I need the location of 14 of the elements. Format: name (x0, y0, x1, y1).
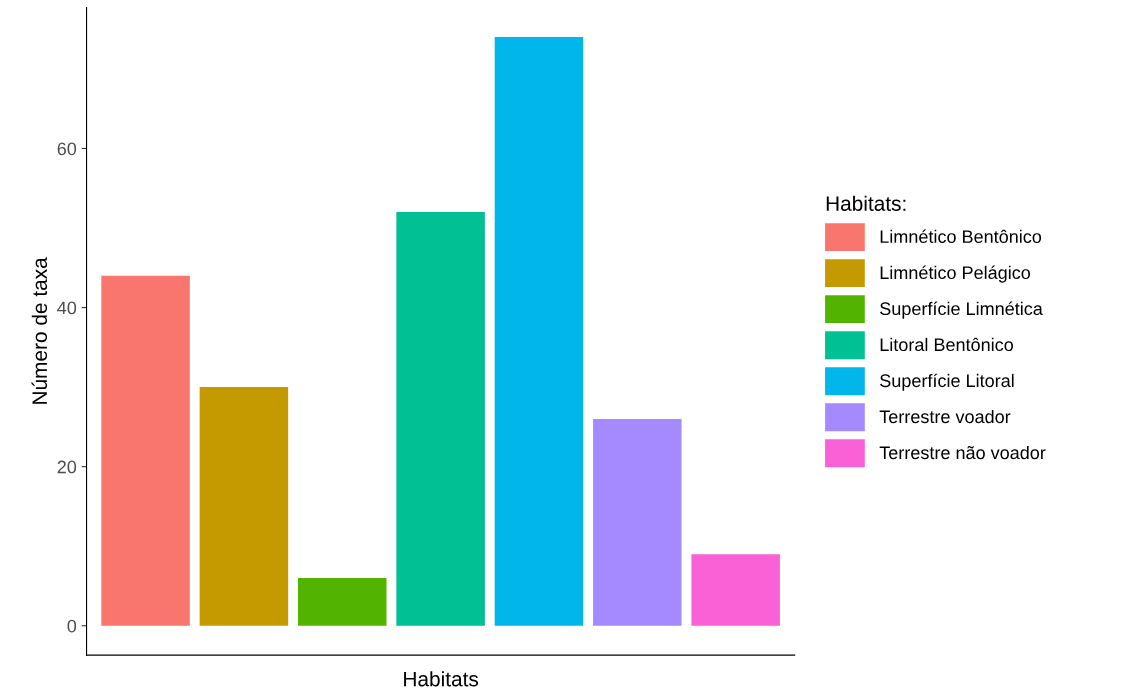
legend-label: Terrestre não voador (879, 445, 1046, 460)
legend-label: Superfície Limnética (880, 301, 1043, 319)
legend-label: Limnético Bentônico (880, 229, 1042, 244)
y-tick-label: 60 (57, 142, 77, 156)
x-axis-title: Habitats (404, 671, 479, 687)
legend-title: Habitats: (826, 195, 906, 211)
legend-label: Litoral Bentônico (880, 337, 1013, 352)
legend-label: Superfície Litoral (880, 373, 1014, 391)
y-tick-label: 40 (57, 301, 77, 315)
y-tick-label: 20 (57, 460, 77, 474)
legend-label: Limnético Pelágico (880, 265, 1031, 283)
y-tick-label: 0 (67, 619, 77, 633)
legend-label: Terrestre voador (879, 409, 1011, 424)
y-axis-title: Número de taxa (31, 257, 48, 404)
